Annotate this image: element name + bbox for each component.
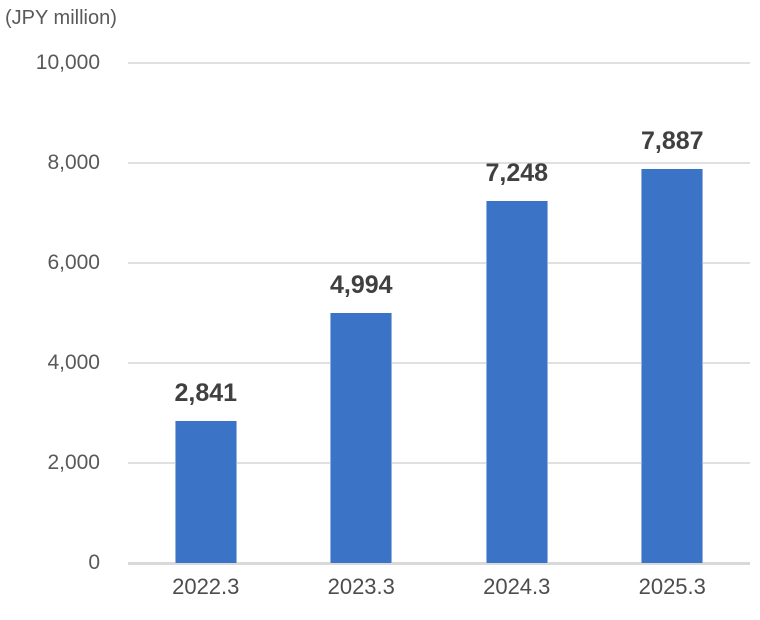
bar-value-label: 4,994 <box>329 271 393 300</box>
bar: 7,248 <box>485 159 548 563</box>
gridline <box>128 462 750 464</box>
gridline <box>128 362 750 364</box>
x-axis-line <box>128 562 750 565</box>
x-axis: 2022.3 2023.3 2024.3 2025.3 <box>128 574 750 600</box>
bar: 2,841 <box>174 379 237 563</box>
x-tick-label: 2024.3 <box>483 574 551 599</box>
y-tick-label: 2,000 <box>47 451 100 474</box>
gridline <box>128 162 750 164</box>
bar-group-2024.3: 7,248 <box>439 63 595 563</box>
y-tick-label: 8,000 <box>47 151 100 174</box>
chart-unit-label: (JPY million) <box>5 7 117 29</box>
bar-value-label: 2,841 <box>174 378 238 407</box>
x-tick-label: 2023.3 <box>327 574 395 599</box>
y-tick-label: 4,000 <box>47 351 100 374</box>
gridline <box>128 62 750 64</box>
y-tick-label: 6,000 <box>47 251 100 274</box>
bar-group-2022.3: 2,841 <box>128 63 284 563</box>
gridline <box>128 262 750 264</box>
y-tick-label: 0 <box>88 551 100 574</box>
x-tick-label: 2022.3 <box>172 574 240 599</box>
bar-series: 2,841 4,994 7,248 7,887 <box>128 63 750 563</box>
bar-value-label: 7,248 <box>485 158 549 187</box>
plot-area: 2,841 4,994 7,248 7,887 <box>128 62 750 565</box>
y-tick-label: 10,000 <box>35 51 100 74</box>
x-tick-label: 2025.3 <box>638 574 706 599</box>
bar: 7,887 <box>641 127 704 563</box>
y-axis: 0 2,000 4,000 6,000 8,000 10,000 <box>0 51 100 574</box>
bar-group-2023.3: 4,994 <box>284 63 440 563</box>
bar-group-2025.3: 7,887 <box>595 63 751 563</box>
bar: 4,994 <box>330 271 393 563</box>
bar-value-label: 7,887 <box>640 126 704 155</box>
